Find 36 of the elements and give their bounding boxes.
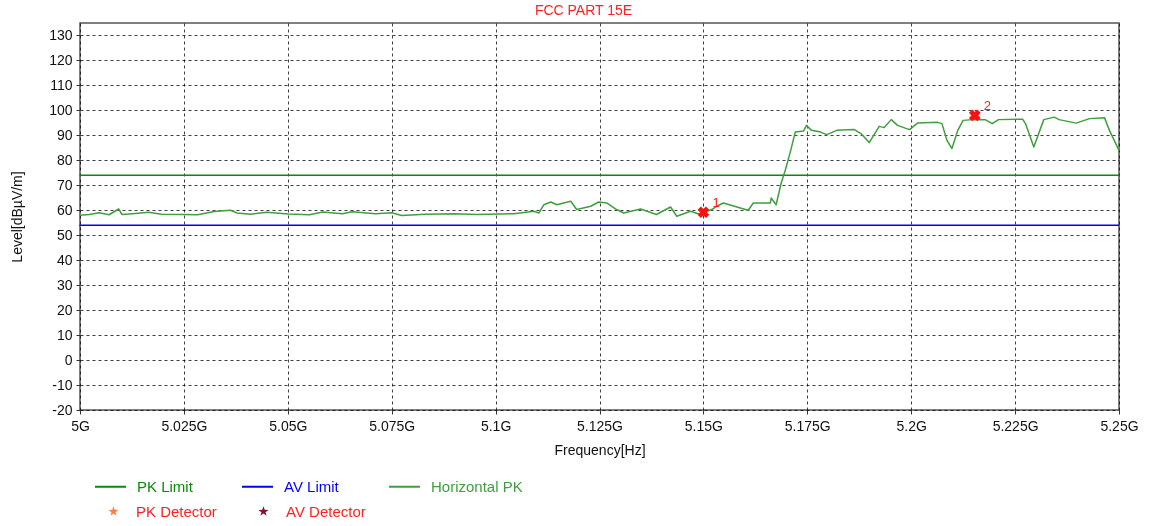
x-tick-label: 5G <box>71 417 90 434</box>
x-tick-label: 5.15G <box>684 417 723 434</box>
x-tick-label: 5.075G <box>369 417 416 434</box>
x-tick-label: 5.025G <box>161 417 208 434</box>
y-tick-label: 90 <box>56 126 73 143</box>
legend-label: PK Limit <box>137 477 194 495</box>
y-tick-label: 120 <box>49 51 73 68</box>
x-tick-label: 5.05G <box>269 417 308 434</box>
y-tick-label: 0 <box>64 351 73 368</box>
legend-label: Horizontal PK <box>431 477 523 495</box>
x-tick-label: 5.2G <box>896 417 927 434</box>
y-tick-label: 20 <box>56 301 73 318</box>
x-tick-label: 5.1G <box>480 417 512 434</box>
y-tick-label: 100 <box>49 101 73 118</box>
y-tick-label: 50 <box>56 226 73 243</box>
y-tick-label: 70 <box>56 176 73 193</box>
x-tick-label: 5.125G <box>577 417 623 434</box>
x-tick-label: 5.225G <box>992 417 1039 434</box>
legend-label: AV Limit <box>284 477 340 495</box>
legend-label: PK Detector <box>136 502 217 520</box>
x-axis-title: Frequency[Hz] <box>554 441 646 458</box>
y-tick-label: 110 <box>50 76 73 93</box>
y-axis-title: Level[dBµV/m] <box>9 171 26 263</box>
y-tick-label: -20 <box>52 401 73 418</box>
y-tick-label: -10 <box>52 376 73 393</box>
y-tick-label: 10 <box>56 326 73 343</box>
y-tick-label: 80 <box>56 151 73 168</box>
y-tick-label: 30 <box>56 276 73 293</box>
y-tick-label: 130 <box>49 26 73 43</box>
legend-label: AV Detector <box>286 502 366 520</box>
y-tick-label: 60 <box>56 201 73 218</box>
x-tick-label: 5.175G <box>784 417 831 434</box>
x-tick-label: 5.25G <box>1100 417 1139 434</box>
chart-title: FCC PART 15E <box>534 2 633 18</box>
annotation: 2 <box>983 98 992 114</box>
y-tick-label: 40 <box>56 251 73 268</box>
